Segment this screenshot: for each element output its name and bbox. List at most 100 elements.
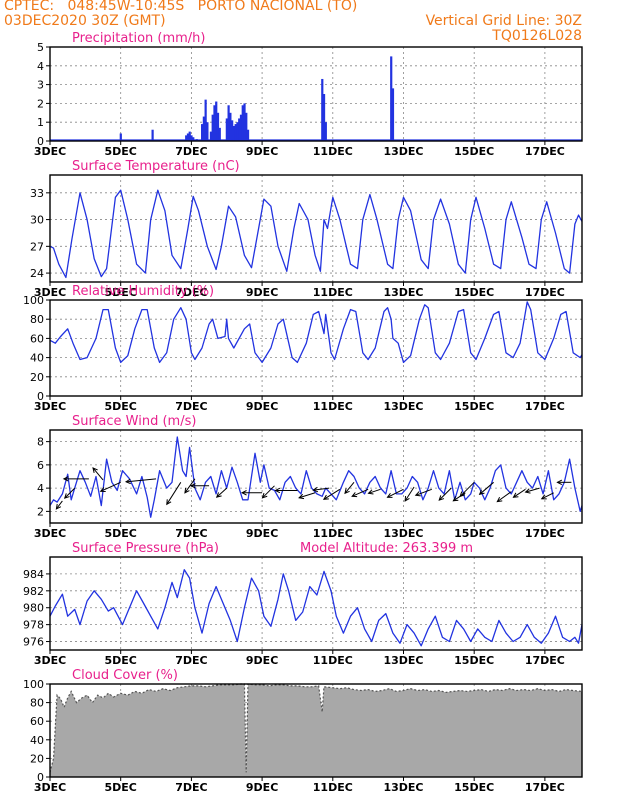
panel3-xtick-label-17DEC: 17DEC	[525, 400, 565, 413]
wind-arrow-5	[125, 478, 157, 483]
wind-arrow-head-18	[367, 489, 374, 495]
wind-arrow-18	[368, 488, 381, 494]
panel3-title: Relative Humidity (%)	[72, 284, 214, 299]
panel1-bar-14	[213, 105, 216, 141]
panel6-ytick-label-20: 20	[30, 752, 44, 765]
panel6-xtick-label-11DEC: 11DEC	[313, 781, 353, 794]
panel2-xtick-label-7DEC: 7DEC	[175, 286, 207, 299]
panel1-bar-13	[211, 114, 214, 141]
panel5-frame	[49, 556, 583, 651]
panel6-ytick-label-40: 40	[30, 734, 44, 747]
wind-arrow-7	[184, 478, 196, 494]
panel2-xtick-label-15DEC: 15DEC	[454, 286, 494, 299]
panel1-title: Precipitation (mm/h)	[72, 31, 205, 46]
panel1-xtick-label-15DEC: 15DEC	[454, 145, 494, 158]
wind-arrow-0	[55, 500, 63, 510]
wind-arrow-head-2	[62, 476, 69, 482]
wind-arrow-21	[415, 488, 432, 496]
panel6-xtick-label-9DEC: 9DEC	[246, 781, 278, 794]
wind-arrow-head-17	[351, 492, 358, 498]
panel1-xtick-label-13DEC: 13DEC	[383, 145, 423, 158]
panel3-xtick-label-7DEC: 7DEC	[175, 400, 207, 413]
panel2-xtick-label-9DEC: 9DEC	[246, 286, 278, 299]
panel1-bar-9	[202, 116, 205, 141]
panel2-xtick-label-17DEC: 17DEC	[525, 286, 565, 299]
panel2-ytick-label-27: 27	[30, 240, 44, 253]
wind-arrow-17	[351, 488, 369, 497]
panel5-ytick-label-984: 984	[23, 568, 44, 581]
panel4-ytick-label-4: 4	[37, 482, 44, 495]
panel1-bar-35	[391, 88, 395, 141]
wind-arrow-head-22	[438, 495, 445, 501]
wind-arrow-head-14	[312, 486, 319, 493]
wind-arrow-head-13	[298, 493, 305, 500]
wind-arrow-head-15	[322, 494, 329, 500]
wind-arrow-26	[497, 491, 512, 503]
panel1-ytick-label-5: 5	[37, 41, 44, 54]
panel6-xtick-label-7DEC: 7DEC	[175, 781, 207, 794]
panel1-bar-15	[215, 101, 218, 141]
panel5-title: Surface Pressure (hPa)	[72, 541, 219, 556]
panel1-bar-18	[225, 118, 228, 141]
panel1-xtick-label-7DEC: 7DEC	[175, 145, 207, 158]
panel6-frame	[49, 683, 583, 778]
panel6-title: Cloud Cover (%)	[72, 668, 178, 683]
panel5-ytick-label-980: 980	[23, 602, 44, 615]
panel1-bar-21	[231, 120, 234, 141]
wind-arrow-head-27	[512, 492, 519, 498]
panel5-xtick-label-9DEC: 9DEC	[246, 654, 278, 667]
wind-arrow-6	[166, 482, 182, 505]
panel4-xtick-label-17DEC: 17DEC	[525, 527, 565, 540]
panel1-bar-5	[190, 135, 193, 141]
panel3-xtick-label-3DEC: 3DEC	[34, 400, 66, 413]
header-location: CPTEC: 048:45W-10:45S PORTO NACIONAL (TO…	[4, 0, 358, 14]
wind-arrow-22	[438, 487, 452, 501]
panel1-bar-27	[241, 105, 244, 141]
wind-arrow-28	[525, 487, 540, 493]
panel2-ytick-label-33: 33	[30, 187, 44, 200]
header-code: TQ0126L028	[492, 28, 582, 44]
panel1-ytick-label-0: 0	[37, 135, 44, 148]
panel4-ytick-label-6: 6	[37, 459, 44, 472]
wind-arrow-head-20	[404, 495, 410, 502]
panel6-xtick-label-17DEC: 17DEC	[525, 781, 565, 794]
panel5-series-line-0	[49, 569, 583, 647]
panel1-bar-20	[229, 112, 232, 141]
panel2-xtick-label-13DEC: 13DEC	[383, 286, 423, 299]
panel1-bar-6	[192, 137, 195, 141]
wind-arrow-3	[92, 467, 104, 481]
panel5-ytick-label-978: 978	[23, 619, 44, 632]
panel4-ytick-label-2: 2	[37, 505, 44, 518]
panel1-bar-26	[239, 114, 243, 141]
wind-arrow-14	[313, 487, 330, 491]
panel1-bar-19	[227, 105, 230, 141]
panel3-series-line-0	[49, 301, 583, 364]
header-grid-note: Vertical Grid Line: 30Z	[425, 13, 582, 29]
panel6-xtick-label-13DEC: 13DEC	[383, 781, 423, 794]
wind-arrow-25	[479, 481, 494, 495]
panel1-ytick-label-3: 3	[37, 79, 44, 92]
wind-arrow-head-24	[459, 491, 466, 498]
panel4-ytick-label-8: 8	[37, 436, 44, 449]
panel1-bar-33	[324, 122, 327, 141]
panel6-cloud-area	[50, 684, 582, 777]
panel6-xtick-label-3DEC: 3DEC	[34, 781, 66, 794]
panel1-bar-11	[206, 122, 209, 141]
panel1-bar-12	[209, 131, 213, 141]
panel5-ytick-label-976: 976	[23, 636, 44, 649]
panel2-ytick-label-30: 30	[30, 214, 44, 227]
wind-arrow-20	[404, 486, 415, 502]
panel1-xtick-label-17DEC: 17DEC	[525, 145, 565, 158]
panel5-xtick-label-15DEC: 15DEC	[454, 654, 494, 667]
panel4-xtick-label-5DEC: 5DEC	[105, 527, 137, 540]
panel1-bar-31	[321, 78, 324, 141]
wind-arrow-head-7	[184, 487, 190, 494]
wind-arrow-head-6	[166, 499, 172, 506]
wind-arrow-head-1	[63, 493, 70, 499]
wind-arrow-head-9	[215, 492, 222, 498]
panel3-ytick-label-60: 60	[30, 332, 44, 345]
panel5-ytick-label-982: 982	[23, 585, 44, 598]
panel1-xtick-label-11DEC: 11DEC	[313, 145, 353, 158]
panel4-xtick-label-3DEC: 3DEC	[34, 527, 66, 540]
